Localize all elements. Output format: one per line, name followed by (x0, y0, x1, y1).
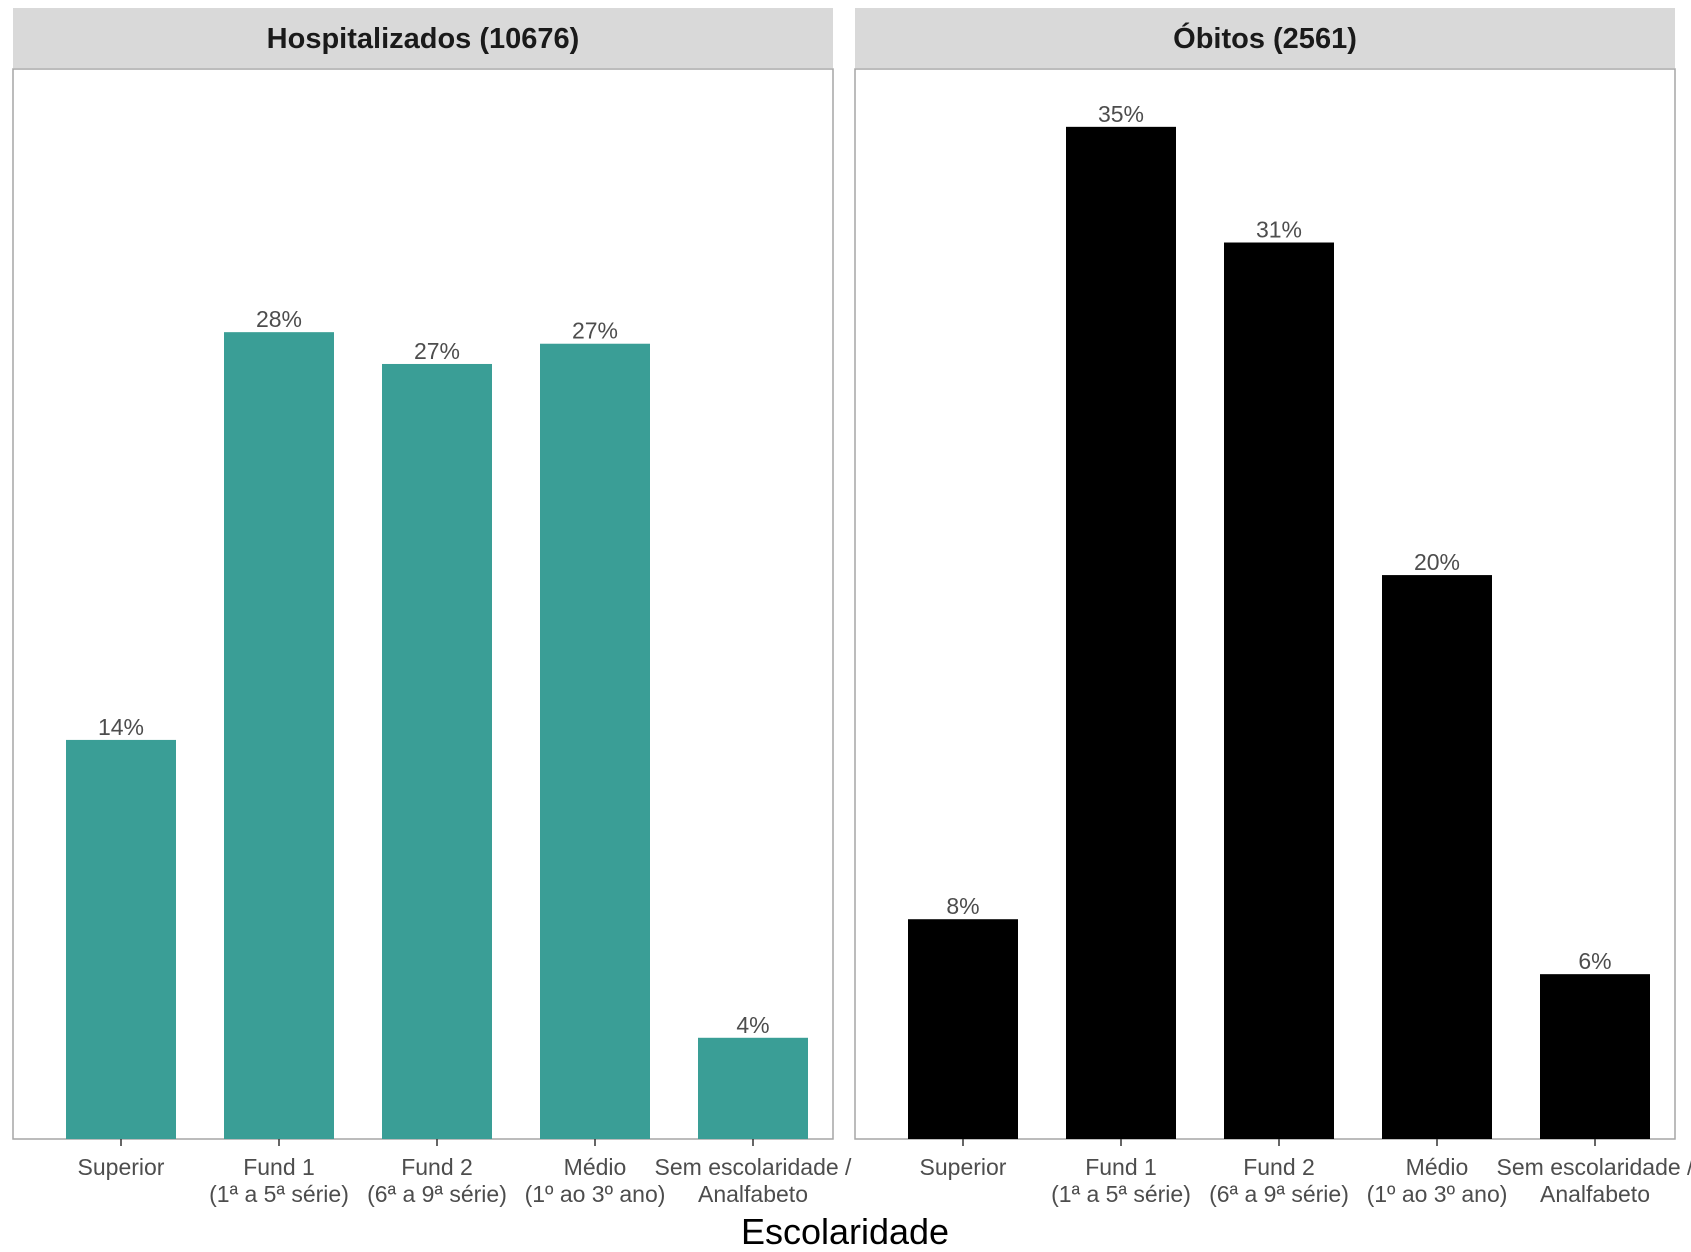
panel-1: Hospitalizados (10676) 14% Superior 28% Fund… (12, 8, 852, 1207)
x-tick-label: Fund 1 (243, 1154, 315, 1180)
bar (1382, 575, 1492, 1139)
x-axis-title: Escolaridade (741, 1211, 949, 1252)
bar (698, 1037, 808, 1139)
bar-value-label: 20% (1414, 549, 1460, 575)
bar (382, 363, 492, 1139)
x-tick-label: (1ª a 5ª série) (1051, 1181, 1191, 1207)
x-tick-label: (1º ao 3º ano) (1367, 1181, 1508, 1207)
bar-value-label: 28% (256, 306, 302, 332)
x-tick-label: Fund 2 (1243, 1154, 1315, 1180)
panel-title: Hospitalizados (10676) (267, 23, 580, 55)
x-tick-label: (1ª a 5ª série) (209, 1181, 349, 1207)
x-tick-label: Analfabeto (1540, 1181, 1650, 1207)
panel-strip (13, 8, 833, 68)
bar (908, 919, 1018, 1139)
panel-title: Óbitos (2561) (1173, 21, 1357, 55)
bar-value-label: 14% (98, 714, 144, 740)
bar-value-label: 35% (1098, 101, 1144, 127)
x-tick-label: Sem escolaridade / (1497, 1154, 1691, 1180)
x-tick-label: Médio (1406, 1154, 1469, 1180)
x-tick-label: Fund 2 (401, 1154, 473, 1180)
bar-value-label: 8% (946, 893, 979, 919)
bar-value-label: 31% (1256, 217, 1302, 243)
x-tick-label: (6ª a 9ª série) (367, 1181, 507, 1207)
bar-value-label: 27% (414, 338, 460, 364)
bar-value-label: 4% (736, 1012, 769, 1038)
bar (540, 343, 650, 1139)
x-tick-label: Analfabeto (698, 1181, 808, 1207)
panels: Hospitalizados (10676) 14% Superior 28% Fund… (12, 8, 1691, 1207)
x-tick-label: (1º ao 3º ano) (525, 1181, 666, 1207)
bar (224, 332, 334, 1139)
bar (1066, 126, 1176, 1140)
bar (66, 739, 176, 1139)
x-tick-label: Superior (920, 1154, 1007, 1180)
bar (1540, 974, 1650, 1139)
x-tick-label: Sem escolaridade / (655, 1154, 852, 1180)
panel-2: Óbitos (2561) 8% Superior 35% Fund 1(1ª a 5ª… (854, 8, 1691, 1207)
x-tick-label: Superior (78, 1154, 165, 1180)
x-tick-label: (6ª a 9ª série) (1209, 1181, 1349, 1207)
bar (1224, 242, 1334, 1139)
panel-strip (855, 8, 1675, 68)
bar-value-label: 27% (572, 318, 618, 344)
bar-value-label: 6% (1578, 948, 1611, 974)
x-tick-label: Fund 1 (1085, 1154, 1157, 1180)
x-tick-label: Médio (564, 1154, 627, 1180)
